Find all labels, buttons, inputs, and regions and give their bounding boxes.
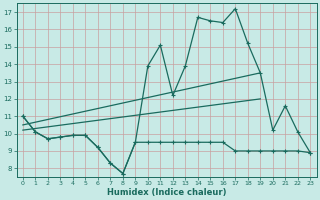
- X-axis label: Humidex (Indice chaleur): Humidex (Indice chaleur): [107, 188, 226, 197]
